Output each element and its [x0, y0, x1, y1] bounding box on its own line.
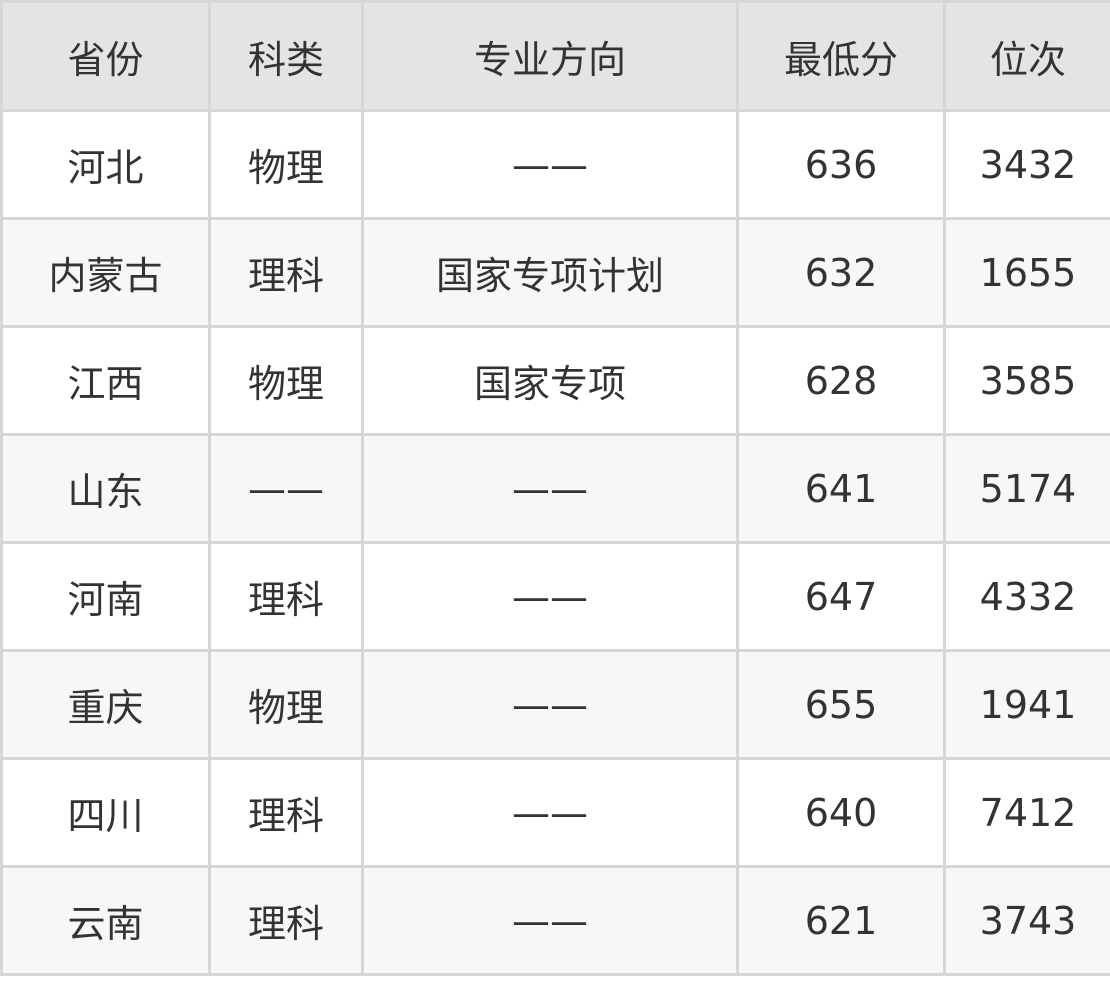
cell-subject-type: 理科 [208, 541, 364, 652]
cell-subject-type: 物理 [208, 109, 364, 220]
cell-province: 云南 [0, 865, 211, 976]
table-row: 山东 —— —— 641 5174 [0, 433, 1110, 544]
cell-rank: 4332 [943, 541, 1110, 652]
header-subject-type: 科类 [208, 0, 364, 112]
table-row: 江西 物理 国家专项 628 3585 [0, 325, 1110, 436]
header-min-score: 最低分 [736, 0, 946, 112]
cell-rank: 3743 [943, 865, 1110, 976]
header-major-direction: 专业方向 [361, 0, 739, 112]
cell-province: 四川 [0, 757, 211, 868]
cell-min-score: 655 [736, 649, 946, 760]
table-row: 河南 理科 —— 647 4332 [0, 541, 1110, 652]
cell-min-score: 628 [736, 325, 946, 436]
cell-province: 江西 [0, 325, 211, 436]
cell-province: 重庆 [0, 649, 211, 760]
cell-subject-type: —— [208, 433, 364, 544]
header-province: 省份 [0, 0, 211, 112]
table-row: 重庆 物理 —— 655 1941 [0, 649, 1110, 760]
cell-subject-type: 理科 [208, 217, 364, 328]
table-row: 河北 物理 —— 636 3432 [0, 109, 1110, 220]
cell-rank: 5174 [943, 433, 1110, 544]
cell-rank: 7412 [943, 757, 1110, 868]
cell-subject-type: 理科 [208, 757, 364, 868]
cell-min-score: 640 [736, 757, 946, 868]
cell-province: 河南 [0, 541, 211, 652]
cell-province: 河北 [0, 109, 211, 220]
table-row: 云南 理科 —— 621 3743 [0, 865, 1110, 976]
cell-min-score: 621 [736, 865, 946, 976]
cell-min-score: 641 [736, 433, 946, 544]
cell-min-score: 647 [736, 541, 946, 652]
cell-rank: 3432 [943, 109, 1110, 220]
cell-subject-type: 物理 [208, 325, 364, 436]
cell-major-direction: —— [361, 541, 739, 652]
cell-min-score: 636 [736, 109, 946, 220]
cell-major-direction: 国家专项 [361, 325, 739, 436]
cell-min-score: 632 [736, 217, 946, 328]
table-header: 省份 科类 专业方向 最低分 位次 [0, 0, 1110, 112]
cell-major-direction: —— [361, 109, 739, 220]
cell-major-direction: —— [361, 865, 739, 976]
cell-rank: 1655 [943, 217, 1110, 328]
cell-major-direction: —— [361, 757, 739, 868]
cell-major-direction: —— [361, 649, 739, 760]
cell-subject-type: 理科 [208, 865, 364, 976]
cell-rank: 1941 [943, 649, 1110, 760]
cell-province: 内蒙古 [0, 217, 211, 328]
cell-province: 山东 [0, 433, 211, 544]
table-row: 内蒙古 理科 国家专项计划 632 1655 [0, 217, 1110, 328]
admission-score-table: 省份 科类 专业方向 最低分 位次 河北 物理 —— 636 3432 内蒙古 理科 国家专项计划 63… [0, 0, 1110, 976]
cell-subject-type: 物理 [208, 649, 364, 760]
table-row: 四川 理科 —— 640 7412 [0, 757, 1110, 868]
cell-major-direction: —— [361, 433, 739, 544]
cell-rank: 3585 [943, 325, 1110, 436]
table-body: 河北 物理 —— 636 3432 内蒙古 理科 国家专项计划 632 1655 江西 物理 国家专项 6… [0, 109, 1110, 976]
header-rank: 位次 [943, 0, 1110, 112]
cell-major-direction: 国家专项计划 [361, 217, 739, 328]
